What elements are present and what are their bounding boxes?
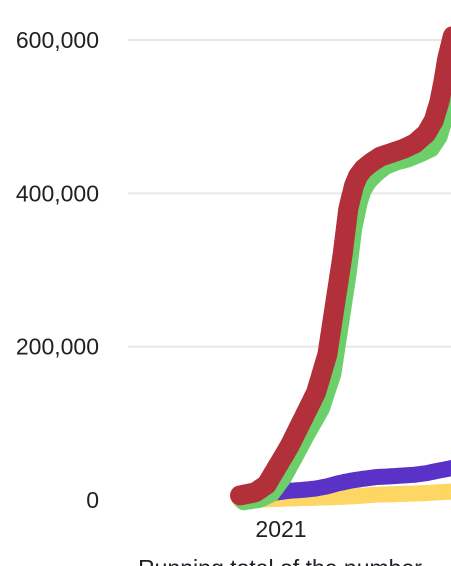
y-tick-label: 400,000	[16, 180, 99, 206]
data-series	[230, 26, 451, 511]
y-tick-label: 0	[86, 487, 99, 513]
series-1	[230, 26, 451, 506]
data-point	[444, 460, 451, 476]
x-tick-label: 2021	[255, 516, 306, 542]
data-point	[444, 483, 451, 500]
x-axis-tick-labels: 2021	[255, 516, 306, 542]
chart-caption: Running total of the number	[138, 555, 422, 566]
gridlines	[128, 39, 451, 348]
y-tick-label: 200,000	[16, 334, 99, 360]
data-point	[442, 26, 451, 47]
y-axis-tick-labels: 0 200,000 400,000 600,000	[16, 27, 99, 513]
y-tick-label: 600,000	[16, 27, 99, 53]
